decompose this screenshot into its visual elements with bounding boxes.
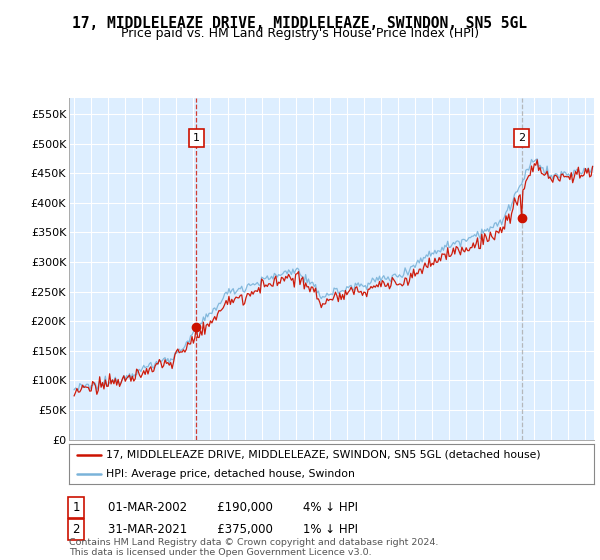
- Text: 17, MIDDLELEAZE DRIVE, MIDDLELEAZE, SWINDON, SN5 5GL (detached house): 17, MIDDLELEAZE DRIVE, MIDDLELEAZE, SWIN…: [106, 450, 541, 460]
- Text: 1: 1: [73, 501, 80, 514]
- Text: 2: 2: [73, 522, 80, 536]
- Text: 31-MAR-2021        £375,000        1% ↓ HPI: 31-MAR-2021 £375,000 1% ↓ HPI: [108, 522, 358, 536]
- Text: 1: 1: [193, 133, 200, 143]
- Text: 2: 2: [518, 133, 525, 143]
- Text: Contains HM Land Registry data © Crown copyright and database right 2024.
This d: Contains HM Land Registry data © Crown c…: [69, 538, 439, 557]
- Text: HPI: Average price, detached house, Swindon: HPI: Average price, detached house, Swin…: [106, 469, 355, 479]
- Text: 17, MIDDLELEAZE DRIVE, MIDDLELEAZE, SWINDON, SN5 5GL: 17, MIDDLELEAZE DRIVE, MIDDLELEAZE, SWIN…: [73, 16, 527, 31]
- Text: 01-MAR-2002        £190,000        4% ↓ HPI: 01-MAR-2002 £190,000 4% ↓ HPI: [108, 501, 358, 514]
- Text: Price paid vs. HM Land Registry's House Price Index (HPI): Price paid vs. HM Land Registry's House …: [121, 27, 479, 40]
